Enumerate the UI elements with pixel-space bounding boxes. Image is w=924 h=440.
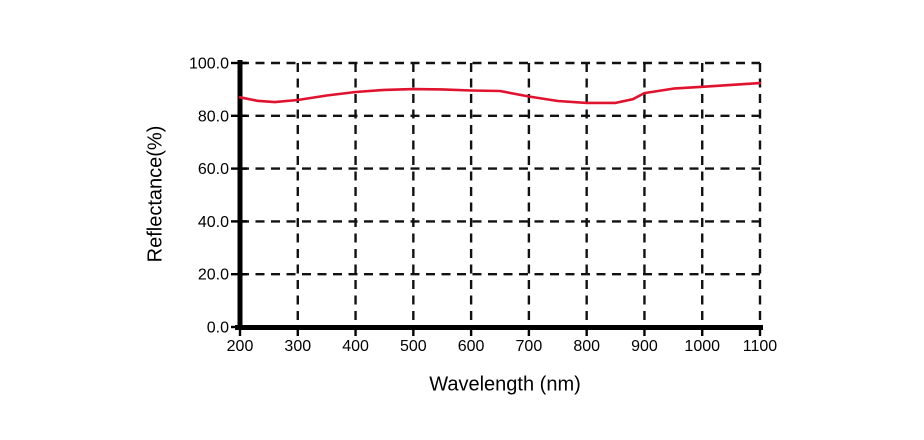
axes — [235, 60, 763, 330]
vertical-gridlines — [238, 63, 762, 327]
x-tick-label: 400 — [342, 338, 369, 355]
x-tick-label: 900 — [631, 338, 658, 355]
x-tick-label: 500 — [400, 338, 427, 355]
reflectance-curve — [238, 81, 762, 105]
x-tick-labels: 200 300 400 500 600 700 800 900 1000 1100 — [227, 338, 778, 355]
x-tick-label: 600 — [458, 338, 485, 355]
x-tick-label: 200 — [227, 338, 254, 355]
y-axis-title: Reflectance(%) — [144, 125, 167, 263]
y-tick-label: 40.0 — [198, 214, 229, 231]
x-axis-title: Wavelength (nm) — [429, 373, 581, 396]
x-tick-label: 700 — [516, 338, 543, 355]
y-tick-label: 0.0 — [207, 320, 229, 337]
y-tick-label: 60.0 — [198, 161, 229, 178]
y-tick-label: 20.0 — [198, 267, 229, 284]
data-series — [238, 81, 762, 105]
y-tick-label: 100.0 — [189, 56, 229, 73]
y-tick-label: 80.0 — [198, 108, 229, 125]
x-tick-label: 800 — [573, 338, 600, 355]
horizontal-gridlines — [240, 61, 760, 276]
y-tick-labels: 0.0 20.0 40.0 60.0 80.0 100.0 — [189, 56, 229, 337]
tick-marks — [231, 61, 762, 336]
x-tick-label: 1000 — [684, 338, 720, 355]
x-tick-label: 300 — [284, 338, 311, 355]
x-tick-label: 1100 — [743, 338, 778, 355]
